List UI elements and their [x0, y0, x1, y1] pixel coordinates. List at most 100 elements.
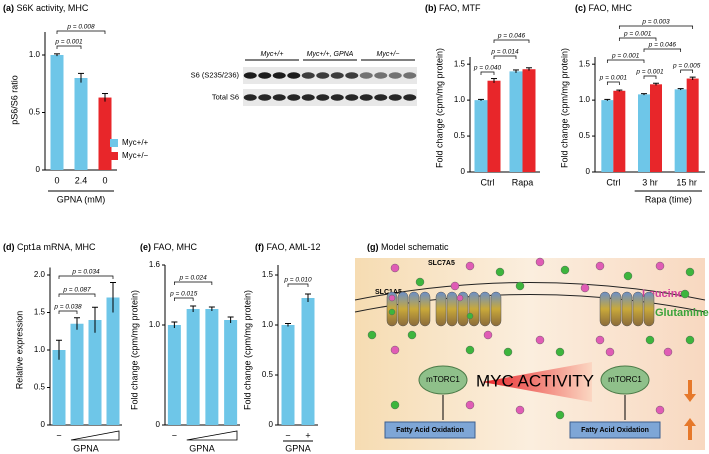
significance-bracket — [493, 55, 517, 59]
y-tick-label: 1.6 — [149, 260, 161, 269]
title-text: Cpt1a mRNA, MHC — [17, 242, 96, 252]
bar — [50, 55, 64, 170]
panel-title: (b) FAO, MTF — [425, 3, 481, 13]
p-value: p = 0.087 — [62, 287, 91, 294]
p-value: p = 0.024 — [178, 275, 207, 282]
transporter-subunit — [468, 291, 480, 327]
bar — [205, 309, 219, 425]
bar — [674, 89, 687, 172]
y-tick-label: 1.5 — [454, 59, 466, 68]
amino-acid — [390, 400, 400, 410]
amino-acid — [515, 281, 525, 291]
y-tick-label: 1.5 — [262, 270, 274, 279]
transporter-label: SLC1A5 — [375, 289, 402, 296]
blot-band — [403, 72, 417, 79]
significance-bracket — [606, 81, 620, 85]
y-tick-label: 0.5 — [454, 131, 466, 140]
myc-activity-label: MYC ACTIVITY — [476, 371, 594, 390]
y-axis-label: Fold change (cpm/mg protein) — [242, 290, 252, 410]
y-axis-label: Fold change (cpm/mg protein) — [129, 290, 139, 410]
glutamine-label: Glutamine — [655, 307, 709, 319]
blot-band — [301, 94, 315, 101]
p-value: p = 0.001 — [54, 39, 83, 46]
bar — [52, 350, 66, 425]
bar — [613, 90, 626, 172]
p-value: p = 0.001 — [623, 31, 652, 38]
y-tick-label: 2.0 — [34, 270, 46, 279]
chart-panel: (a) S6K activity, MHC 0 0.5 1.0 pS6/S6 ratio… — [3, 3, 149, 204]
significance-bracket — [493, 39, 530, 43]
transporter-subunit — [610, 291, 622, 327]
mtorc1-label: mTORC1 — [608, 375, 642, 384]
y-tick-label: 0 — [156, 420, 161, 429]
cell-background — [355, 258, 705, 450]
significance-bracket — [58, 310, 78, 314]
gradient-wedge — [186, 430, 238, 441]
significance-bracket — [643, 48, 682, 52]
amino-acid — [450, 281, 460, 291]
x-tick-label: 0 — [54, 175, 59, 185]
blot-band — [403, 94, 417, 101]
blot-band — [243, 72, 257, 79]
bar — [487, 80, 501, 172]
significance-bracket — [58, 293, 96, 297]
mtorc1-label: mTORC1 — [426, 375, 460, 384]
amino-acid — [685, 267, 695, 277]
blot-band — [243, 94, 257, 101]
bar — [301, 298, 315, 425]
amino-acid — [407, 330, 417, 340]
amino-acid — [535, 335, 545, 345]
row-label: Total S6 — [212, 92, 239, 101]
amino-acid — [466, 312, 474, 320]
bar — [522, 69, 536, 172]
bar — [167, 325, 181, 425]
p-value: p = 0.015 — [169, 291, 198, 298]
fao-label: Fatty Acid Oxidation — [581, 427, 649, 434]
bar — [88, 320, 102, 425]
x-tick-label: 2.4 — [75, 175, 88, 185]
group-label: Myc+/+ — [261, 51, 284, 58]
y-tick-label: 1.0 — [579, 95, 591, 104]
model-schematic: (g) Model schematic MYC ACTIVITY mTORC1 … — [354, 242, 709, 450]
x-axis-label: GPNA — [73, 443, 99, 453]
panel-letter: (b) — [425, 3, 437, 13]
gradient-wedge — [70, 430, 120, 441]
y-tick-label: 0.5 — [262, 370, 274, 379]
blot-band — [345, 72, 359, 79]
y-tick-label: 1.0 — [149, 320, 161, 329]
title-text: FAO, MHC — [154, 242, 198, 252]
bar — [224, 320, 238, 425]
panel-letter: (d) — [3, 242, 15, 252]
chart-panel: (b) FAO, MTF 0 0.5 1.0 1.5 Fold change (cpm/m… — [425, 3, 540, 187]
x-tick-label: Ctrl — [481, 177, 495, 187]
amino-acid — [595, 335, 605, 345]
significance-bracket — [643, 75, 657, 79]
y-axis-label: Relative expression — [14, 311, 24, 390]
amino-acid — [655, 261, 665, 271]
transporter-subunit — [408, 291, 420, 327]
y-tick-label: 0.5 — [29, 108, 41, 117]
y-tick-label: 1.5 — [579, 59, 591, 68]
blot-band — [301, 72, 315, 79]
bar — [186, 309, 200, 425]
significance-bracket — [606, 59, 645, 63]
bar — [70, 323, 84, 425]
amino-acid — [415, 277, 425, 287]
transporter-label: SLC7A5 — [428, 260, 455, 267]
amino-acid — [390, 263, 400, 273]
p-value: p = 0.046 — [648, 42, 677, 49]
panel-title: (g) Model schematic — [367, 242, 449, 252]
x-tick-label: 3 hr — [642, 177, 658, 187]
blot-band — [359, 94, 373, 101]
p-value: p = 0.001 — [611, 53, 640, 60]
blot-band — [330, 72, 344, 79]
blot-band — [316, 94, 330, 101]
x-axis-label: GPNA — [285, 443, 311, 453]
bar — [601, 100, 614, 172]
title-text: FAO, MHC — [589, 3, 633, 13]
legend-label: Myc+/+ — [122, 138, 149, 147]
blot-band — [345, 94, 359, 101]
transporter-subunit — [397, 291, 409, 327]
transporter-subunit — [435, 291, 447, 327]
y-tick-label: 0 — [41, 420, 46, 429]
